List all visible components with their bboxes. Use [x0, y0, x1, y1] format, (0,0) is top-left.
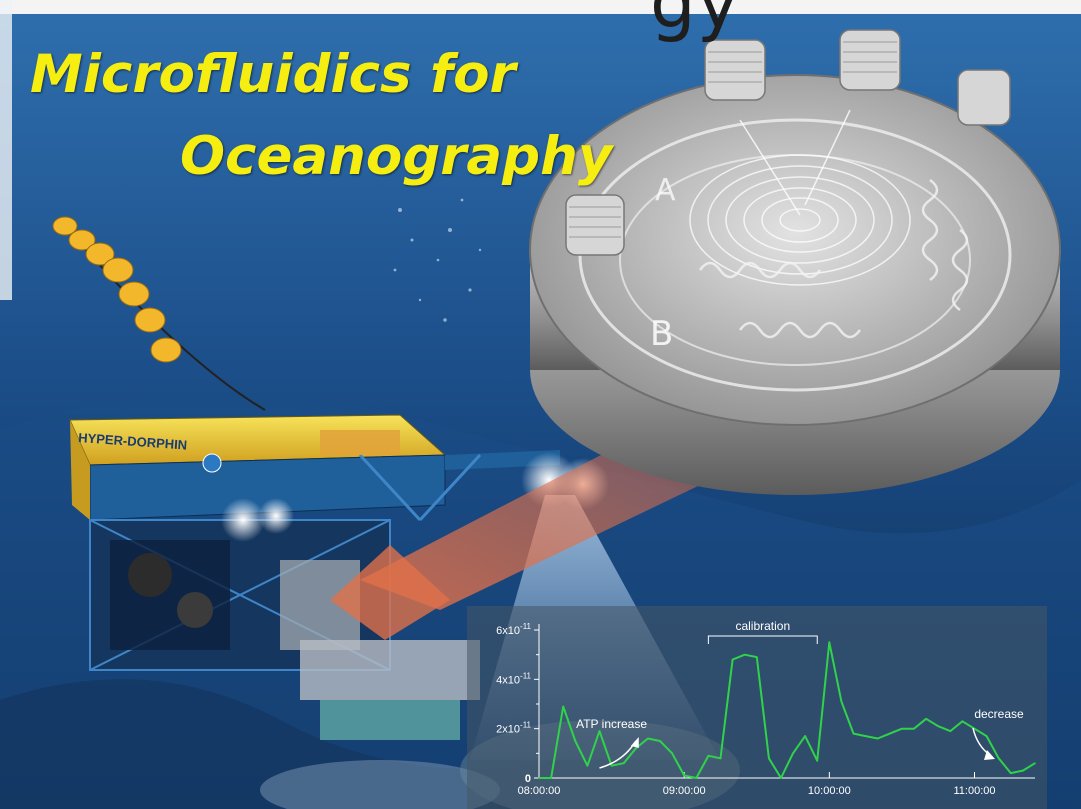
data-point	[586, 764, 589, 767]
data-point	[780, 777, 782, 779]
title-line-2: Oceanography	[180, 126, 613, 187]
left-white-strip	[0, 0, 12, 300]
data-point	[647, 737, 649, 740]
atp-series-line	[539, 641, 1036, 779]
data-point	[1010, 772, 1012, 774]
atp-line-chart: 0 2x10-11 4x10-11 6x10-11 08:00:00 09:00:00 10…	[496, 619, 1036, 797]
rov-lamp	[221, 498, 265, 542]
data-point	[659, 740, 661, 742]
data-point	[538, 777, 540, 779]
data-point	[610, 764, 613, 767]
data-point	[949, 730, 952, 732]
data-point	[997, 757, 1000, 760]
chip-inlet-ports	[565, 29, 1011, 256]
x-tick-label: 10:00:00	[808, 785, 851, 797]
rock	[260, 760, 500, 809]
data-point	[598, 730, 601, 732]
decrease-label: decrease	[974, 707, 1024, 721]
tether-floats	[52, 216, 182, 363]
data-point	[671, 752, 673, 755]
y-tick-label: 4x10-11	[496, 671, 531, 686]
x-tick-label: 09:00:00	[663, 785, 706, 797]
y-tick-label: 0	[525, 773, 531, 785]
chip-letter-b: B	[650, 314, 673, 354]
data-point	[768, 757, 770, 760]
data-point	[973, 727, 976, 730]
data-point	[1034, 762, 1036, 764]
data-point	[622, 762, 625, 764]
data-point	[743, 653, 746, 656]
data-point	[731, 658, 734, 661]
data-point	[961, 720, 964, 723]
data-point	[634, 747, 637, 750]
data-point	[707, 755, 710, 757]
data-point	[852, 732, 855, 735]
data-point	[719, 757, 722, 760]
data-point	[550, 777, 552, 779]
data-point	[876, 737, 879, 740]
y-tick-label: 6x10-11	[496, 622, 531, 637]
x-tick-label: 11:00:00	[954, 785, 996, 797]
data-point	[1022, 769, 1024, 772]
data-point	[755, 656, 758, 658]
data-point	[840, 700, 843, 703]
y-tick-label: 2x10-11	[496, 721, 531, 736]
data-point	[695, 777, 698, 779]
data-point	[683, 774, 685, 777]
top-white-strip	[0, 0, 1081, 14]
data-point	[901, 727, 903, 730]
data-point	[574, 740, 577, 742]
data-point	[792, 752, 794, 755]
microfluidic-chip: A B	[529, 29, 1061, 495]
data-point	[804, 735, 806, 737]
title-line-1: Microfluidics for	[30, 44, 516, 105]
rov-lamp	[258, 498, 294, 534]
calibration-bracket	[707, 635, 818, 644]
bubbles	[393, 178, 482, 322]
calibration-label: calibration	[735, 619, 790, 633]
zoom-arrow-head	[330, 545, 450, 640]
data-point	[828, 641, 831, 644]
cut-off-title: gy	[650, 0, 741, 44]
atp-chart-panel: 0 2x10-11 4x10-11 6x10-11 08:00:00 09:00:00 10…	[467, 606, 1047, 809]
data-point	[816, 759, 819, 762]
atp-increase-arrowhead	[630, 737, 639, 748]
data-point	[864, 735, 867, 737]
atp-increase-label: ATP increase	[576, 717, 647, 731]
decrease-arrowhead	[984, 750, 995, 760]
x-tick-label: 08:00:00	[518, 785, 561, 797]
data-point	[925, 718, 927, 720]
rov-logo	[202, 453, 222, 473]
chip-letter-a: A	[655, 173, 676, 208]
data-point	[889, 732, 891, 735]
data-point	[937, 725, 940, 727]
data-point	[985, 735, 988, 737]
data-point	[913, 727, 915, 730]
data-point	[562, 705, 564, 708]
